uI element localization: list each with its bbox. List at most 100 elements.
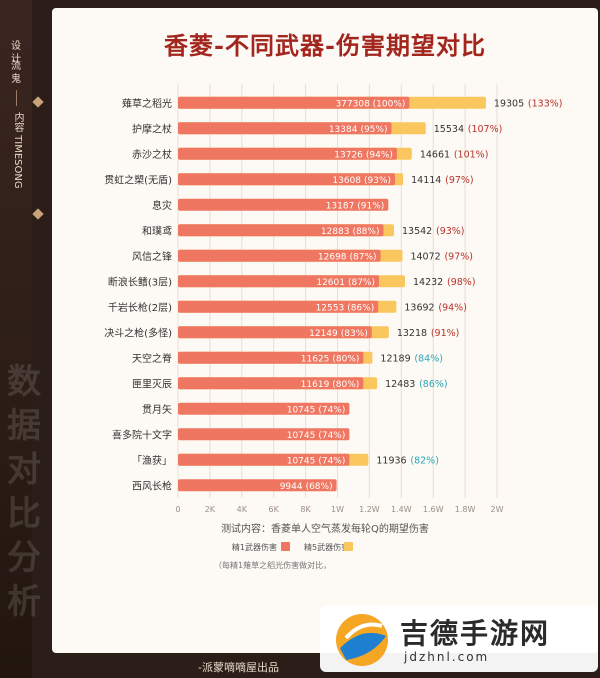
bar-refine1	[178, 428, 350, 441]
refine5-percent-label: (98%)	[447, 277, 476, 288]
refine5-value-label: 15534	[434, 124, 464, 135]
sidebar-label-author: 流鬼	[11, 61, 21, 85]
refine5-percent-label: (91%)	[431, 328, 460, 339]
bar-percent-label: (86%)	[347, 303, 374, 313]
bar-value-label: 11619	[301, 380, 330, 390]
bar-refine1	[178, 198, 389, 211]
category-label: 贯虹之槊(无盾)	[104, 173, 172, 186]
refine5-percent-label: (133%)	[528, 98, 563, 109]
bar-percent-label: (80%)	[332, 380, 359, 390]
refine5-percent-label: (97%)	[444, 251, 473, 262]
bar-chart: 0 2K 4K 6K 8K 1W 1.2W 1.4W 1.6W 1.8W 2W 薙草之稻光 (100%)…	[104, 84, 563, 570]
refine5-value-label: 19305	[494, 98, 524, 109]
x-tick-label: 1.6W	[423, 505, 444, 514]
watermark-url: jdzhnl.com	[404, 650, 490, 664]
chart-title: 香菱-不同武器-伤害期望对比	[164, 31, 486, 60]
bar-refine1	[178, 275, 379, 288]
category-label: 风信之锋	[132, 250, 172, 263]
chart-panel: 香菱-不同武器-伤害期望对比 0 2K 4K 6K 8K 1W 1.2W 1.4W 1.6W 1.…	[52, 8, 598, 653]
bar-value-label: 10745	[287, 456, 316, 466]
x-axis-label: 测试内容：香菱单人空气蒸发每轮Q的期望伤害	[221, 522, 429, 535]
watermark-name: 吉德手游网	[400, 617, 551, 650]
bar-value-label: 10745	[287, 405, 316, 415]
chart-note: （每精1薙草之稻光伤害做对比，	[214, 560, 331, 570]
refine5-value-label: 14114	[411, 175, 441, 186]
bar-refine1	[178, 96, 410, 109]
bar-percent-label: (74%)	[318, 405, 345, 415]
bar-refine1	[178, 351, 364, 364]
category-label: 贯月矢	[142, 403, 172, 416]
footer: -派蒙嘀嘀屋出品	[0, 656, 600, 678]
bar-refine1	[178, 453, 350, 466]
category-label: 赤沙之杖	[132, 148, 172, 161]
bar-refine1	[178, 326, 372, 339]
bar-refine1	[178, 300, 379, 313]
bar-refine1	[178, 147, 397, 160]
refine5-percent-label: (82%)	[410, 455, 439, 466]
x-tick-label: 1.8W	[455, 505, 476, 514]
bar-refine1	[178, 402, 350, 415]
category-label: 喜多院十文字	[112, 428, 172, 441]
bar-value-label: 13608	[332, 176, 361, 186]
bar-percent-label: (91%)	[357, 201, 384, 211]
bar-percent-label: (68%)	[306, 482, 333, 492]
bar-percent-label: (83%)	[341, 329, 368, 339]
bar-value-label: 11625	[301, 354, 330, 364]
x-tick-label: 1.2W	[359, 505, 380, 514]
footer-credit: -派蒙嘀嘀屋出品	[198, 661, 279, 674]
category-label: 天空之脊	[132, 352, 172, 365]
bar-percent-label: (74%)	[318, 431, 345, 441]
refine5-value-label: 11936	[376, 455, 406, 466]
category-label: 匣里灭辰	[132, 378, 172, 390]
refine5-value-label: 13692	[404, 302, 434, 313]
bar-percent-label: (95%)	[360, 125, 387, 135]
refine5-value-label: 14072	[410, 251, 440, 262]
refine5-percent-label: (86%)	[419, 379, 448, 390]
category-label: 和璞鸢	[142, 224, 172, 237]
refine5-value-label: 12189	[380, 353, 410, 364]
bar-percent-label: (88%)	[352, 227, 379, 237]
sidebar-divider	[16, 90, 17, 106]
bar-percent-label: (93%)	[364, 176, 391, 186]
refine5-value-label: 13218	[397, 328, 427, 339]
category-label: 决斗之枪(多怪)	[104, 326, 172, 339]
bar-percent-label: (80%)	[332, 354, 359, 364]
refine5-percent-label: (107%)	[468, 124, 503, 135]
bar-value-label: 12553	[316, 303, 345, 313]
refine5-percent-label: (93%)	[436, 226, 465, 237]
x-tick-label: 0	[175, 505, 180, 514]
x-tick-label: 2K	[205, 505, 216, 514]
category-label: 息灾	[152, 199, 172, 212]
x-tick-label: 6K	[269, 505, 280, 514]
x-tick-label: 8K	[300, 505, 311, 514]
legend-label: 精5武器伤害	[304, 542, 349, 552]
bar-refine1	[178, 173, 396, 186]
bar-refine1	[178, 224, 384, 237]
bar-refine1	[178, 377, 364, 390]
bar-percent-label: (87%)	[350, 252, 377, 262]
watermark-logo-icon	[336, 614, 388, 666]
bar-percent-label: (100%)	[373, 99, 406, 109]
x-tick-label: 4K	[237, 505, 248, 514]
sidebar-label-design: 设计	[11, 41, 21, 65]
bar-refine1	[178, 122, 392, 135]
category-label: 西风长枪	[132, 479, 172, 492]
bar-value-label: 9944	[280, 482, 303, 492]
bar-value-label: 13187	[326, 201, 355, 211]
bar-value-label: 377308	[335, 99, 370, 109]
refine5-percent-label: (97%)	[445, 175, 474, 186]
bar-percent-label: (94%)	[366, 150, 393, 160]
refine5-value-label: 13542	[402, 226, 432, 237]
sidebar-diamond-icon	[32, 96, 44, 108]
x-tick-label: 2W	[491, 505, 504, 514]
bar-value-label: 12601	[316, 278, 345, 288]
bar-percent-label: (74%)	[318, 456, 345, 466]
refine5-value-label: 14232	[413, 277, 443, 288]
refine5-percent-label: (101%)	[454, 149, 489, 160]
bar-value-label: 13384	[329, 125, 358, 135]
refine5-percent-label: (84%)	[414, 353, 443, 364]
bar-percent-label: (87%)	[348, 278, 375, 288]
bar-value-label: 12698	[318, 252, 347, 262]
watermark: 吉德手游网 jdzhnl.com	[320, 606, 598, 672]
category-label: 千岩长枪(2层)	[108, 301, 172, 314]
